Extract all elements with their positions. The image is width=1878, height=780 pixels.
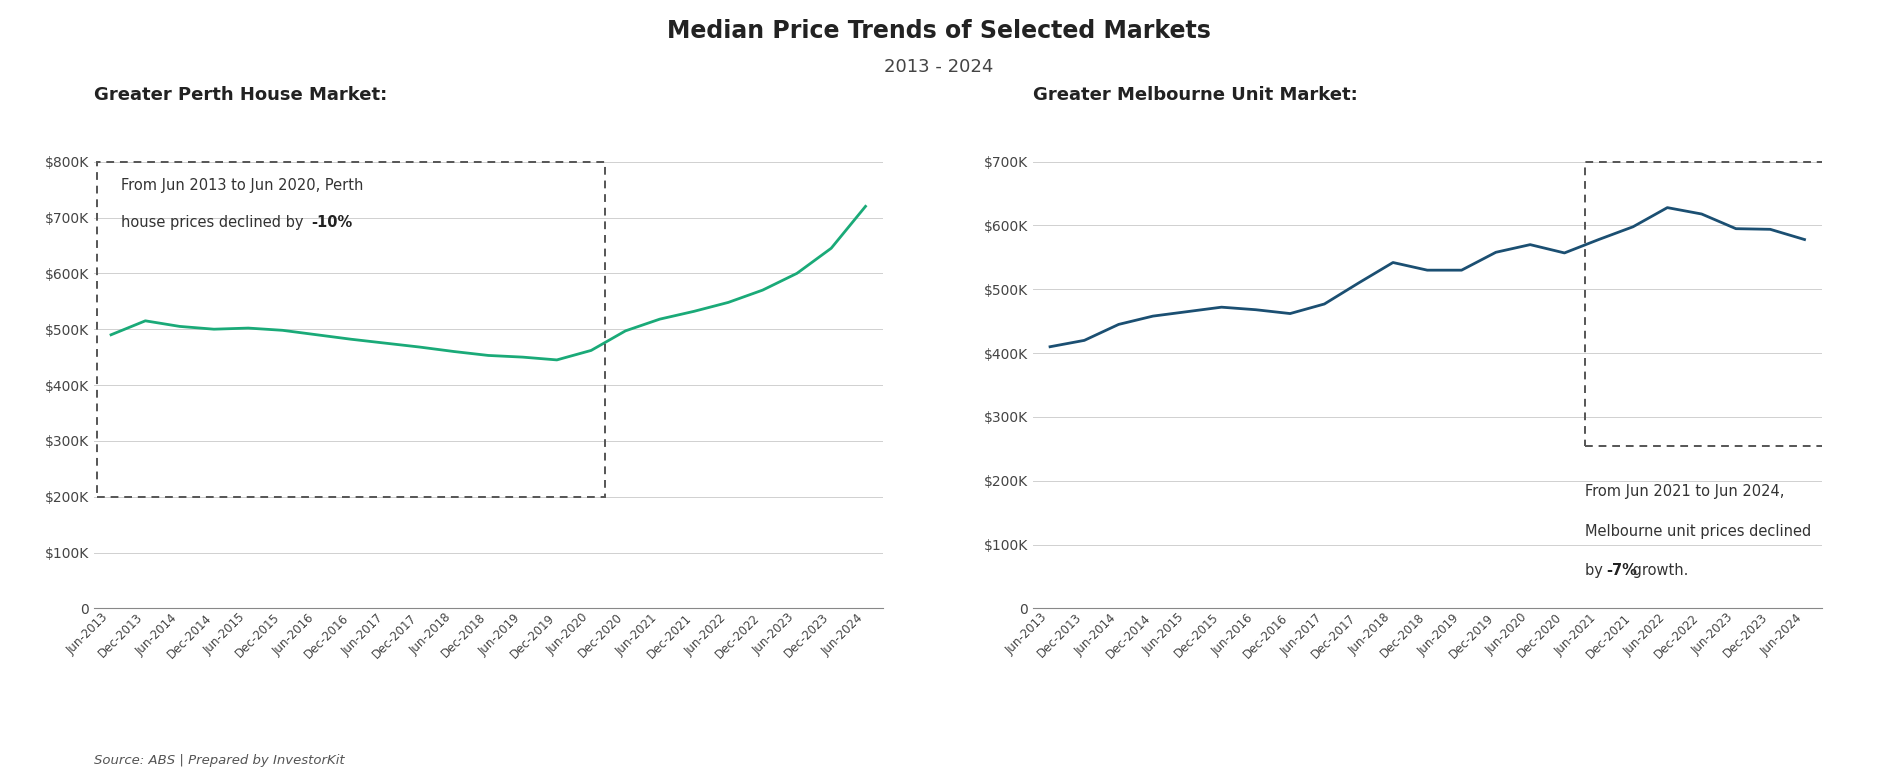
Text: Greater Melbourne Unit Market:: Greater Melbourne Unit Market: (1033, 87, 1358, 105)
Text: Greater Perth House Market:: Greater Perth House Market: (94, 87, 387, 105)
Bar (1585, 161, 1878, 445)
Text: From Jun 2013 to Jun 2020, Perth: From Jun 2013 to Jun 2020, Perth (122, 179, 364, 193)
Text: From Jun 2021 to Jun 2024,: From Jun 2021 to Jun 2024, (1585, 484, 1784, 499)
Text: by: by (1585, 563, 1611, 578)
Text: Melbourne unit prices declined: Melbourne unit prices declined (1585, 523, 1810, 538)
Text: -7%: -7% (1606, 563, 1638, 578)
Text: Median Price Trends of Selected Markets: Median Price Trends of Selected Markets (667, 20, 1211, 44)
Text: -10%: -10% (312, 215, 353, 230)
Text: house prices declined by: house prices declined by (122, 215, 308, 230)
Bar (98, 161, 605, 497)
Text: 2013 - 2024: 2013 - 2024 (885, 58, 993, 76)
Text: Source: ABS | Prepared by InvestorKit: Source: ABS | Prepared by InvestorKit (94, 754, 344, 768)
Text: growth.: growth. (1628, 563, 1688, 578)
